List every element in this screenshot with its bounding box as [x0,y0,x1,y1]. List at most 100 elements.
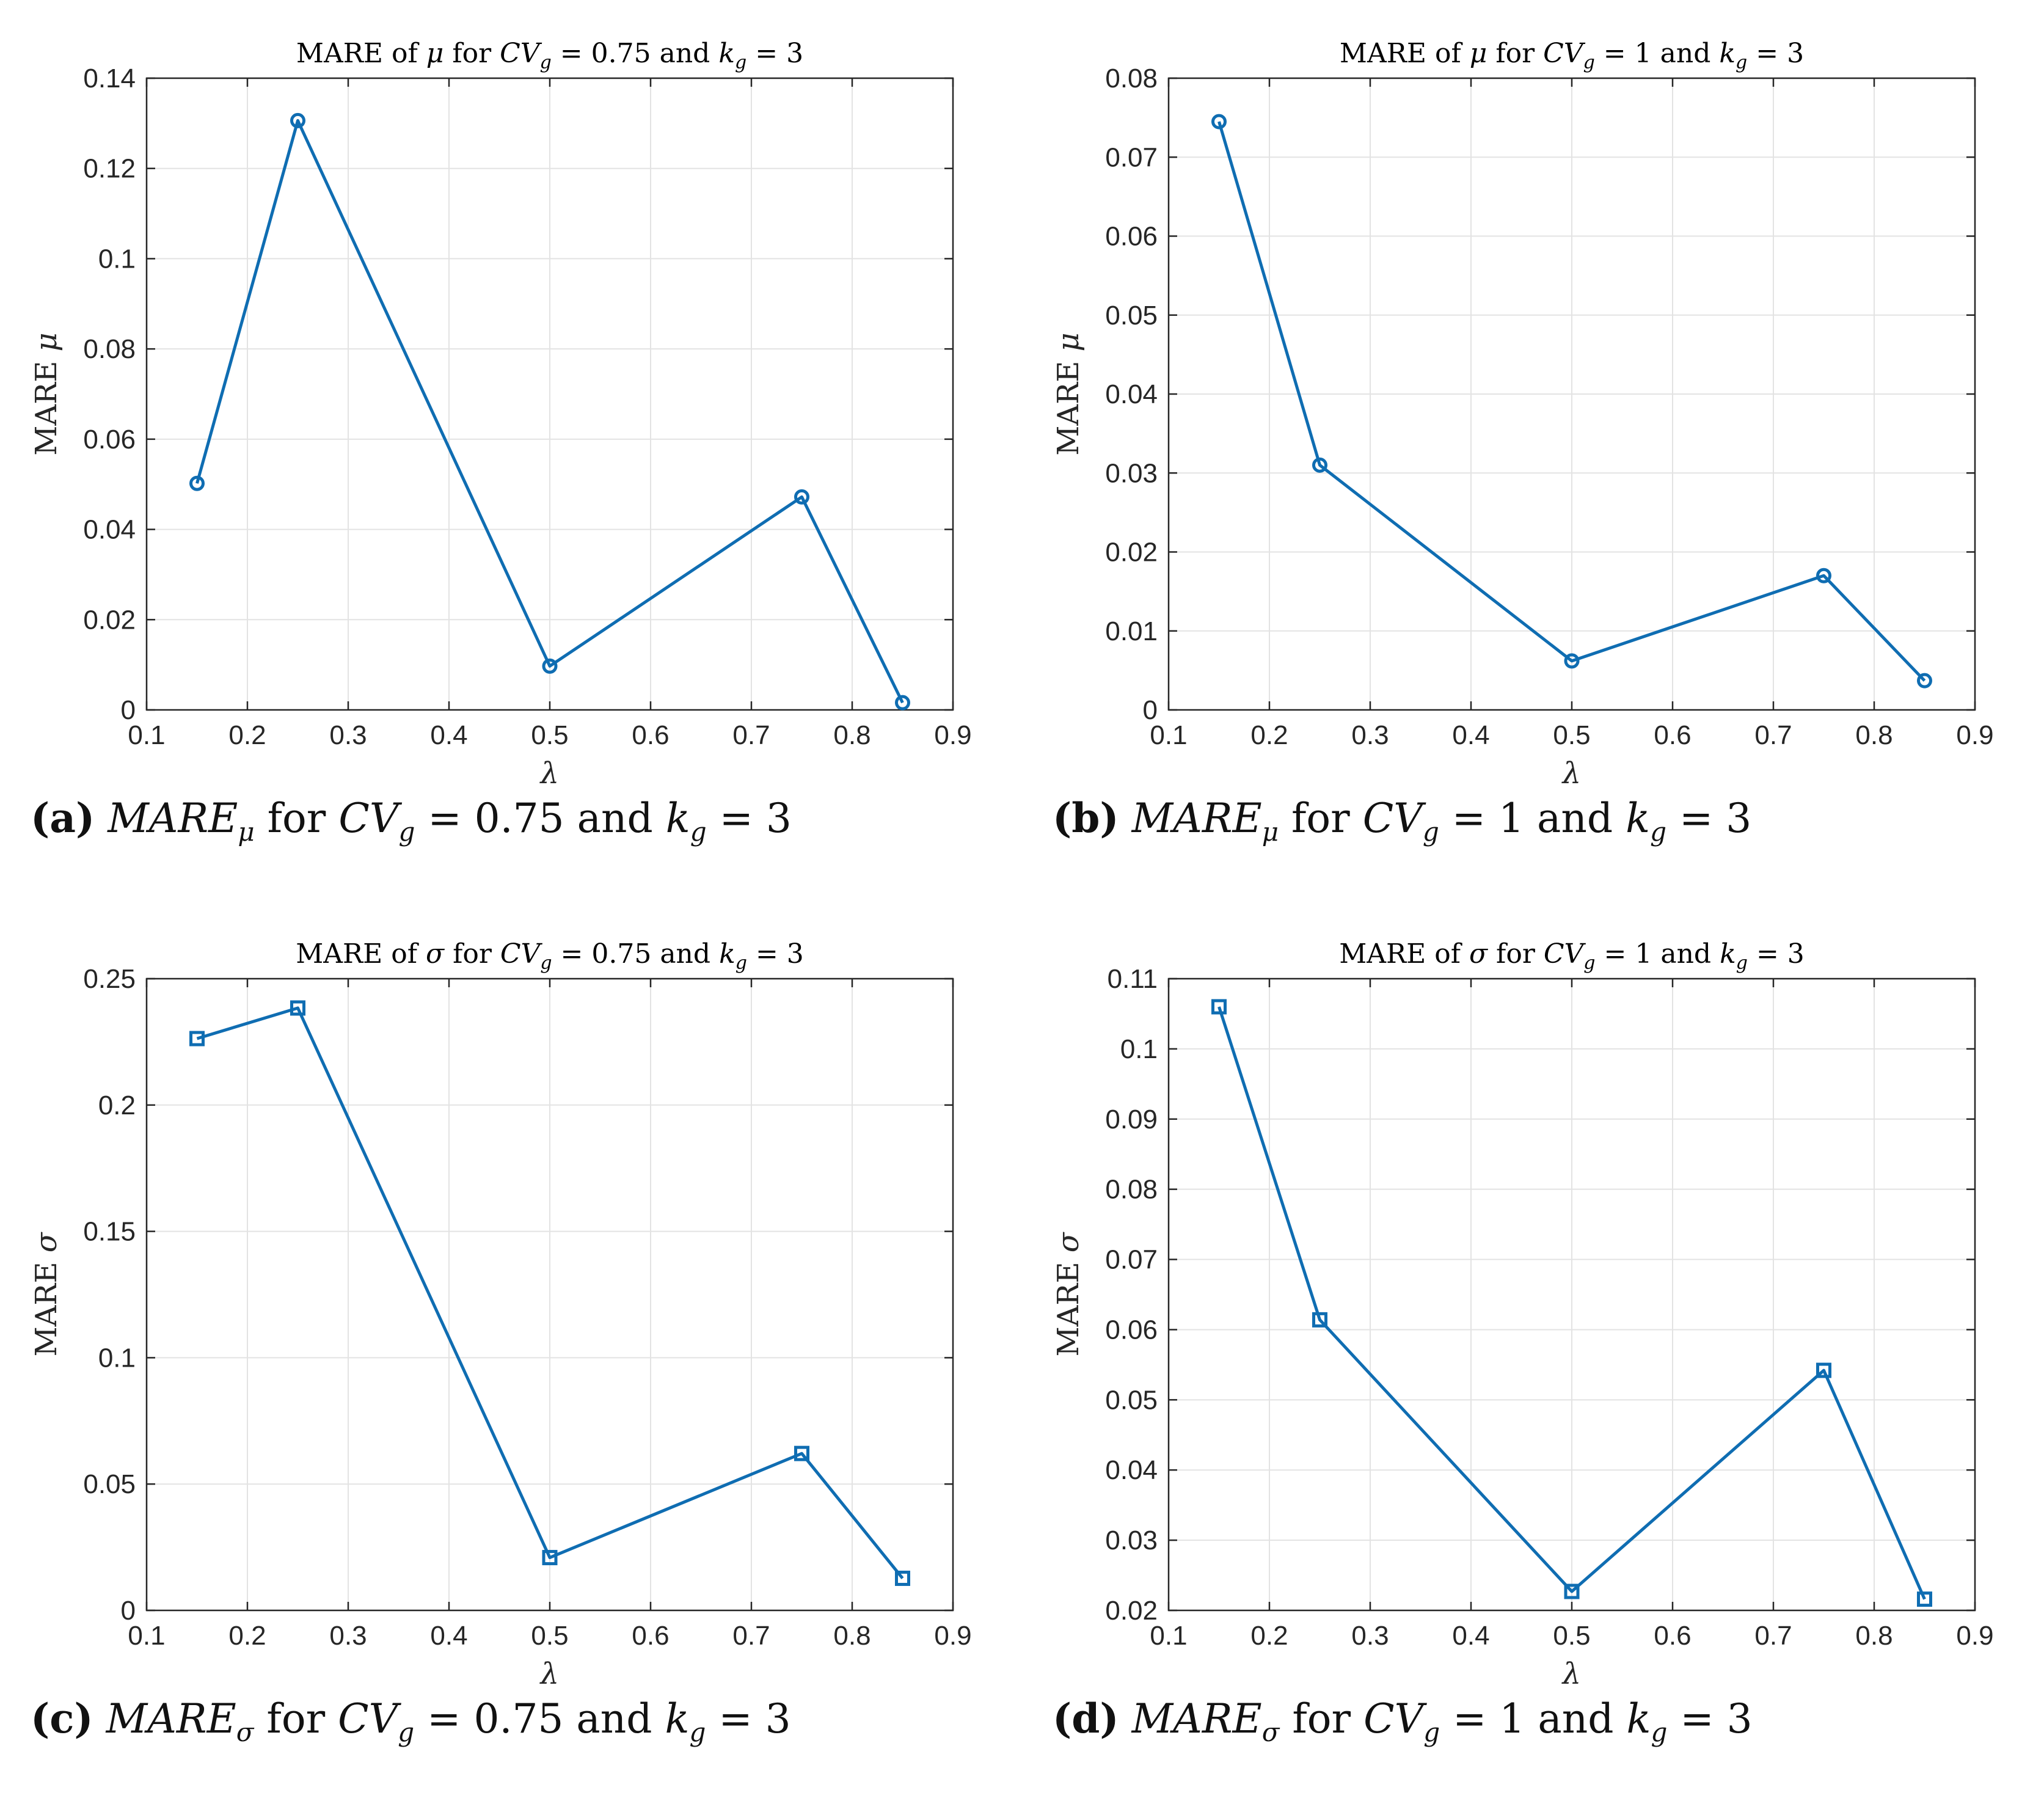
y-axis-label: MARE μ [29,332,64,455]
caption-letter: (d) [1053,1695,1119,1742]
caption-b: (b) MAREμ for CVg = 1 and kg = 3 [1053,794,1752,847]
y-tick-label: 0 [121,695,136,725]
x-tick-label: 0.1 [1150,1621,1187,1651]
caption-cv: CVg [1363,1695,1440,1747]
data-point [1816,1362,1831,1378]
y-tick-label: 0.05 [83,1469,136,1499]
y-tick-label: 0.06 [83,425,136,455]
x-tick-label: 0.4 [430,1621,467,1651]
x-tick-label: 0.4 [1452,720,1489,750]
caption-cv-value: 0.75 [473,1695,564,1742]
y-tick-label: 0.04 [1105,379,1158,409]
y-tick-label: 0.02 [83,605,136,635]
x-tick-label: 0.6 [632,1621,669,1651]
x-axis-label: λ [539,1657,559,1689]
y-tick-label: 0.04 [83,515,136,545]
y-tick-label: 0.09 [1105,1105,1158,1134]
caption-k: kg [665,795,707,847]
data-point [542,658,558,674]
x-tick-label: 0.1 [1150,720,1187,750]
y-axis-label: MARE σ [29,1232,64,1356]
series-line [1217,121,1926,682]
x-tick-label: 0.2 [228,1621,266,1651]
x-tick-label: 0.7 [1754,1621,1792,1651]
y-tick-label: 0.08 [1105,64,1158,93]
x-tick-label: 0.8 [1855,1621,1893,1651]
x-tick-label: 0.4 [1452,1621,1489,1651]
y-tick-label: 0.08 [83,334,136,364]
y-tick-label: 0.2 [98,1090,136,1120]
caption-letter: (c) [31,1695,93,1742]
caption-for: for [1291,795,1350,842]
caption-k-value: 3 [1726,1695,1753,1742]
y-tick-label: 0.04 [1105,1455,1158,1485]
x-tick-label: 0.6 [1654,720,1691,750]
x-tick-label: 0.4 [430,720,467,750]
x-tick-label: 0.9 [1956,720,1993,750]
caption-for: for [266,1695,326,1742]
x-tick-label: 0.5 [531,1621,568,1651]
data-point [189,475,205,491]
x-tick-label: 0.5 [531,720,568,750]
x-tick-label: 0.3 [329,1621,367,1651]
x-tick-label: 0.5 [1553,1621,1590,1651]
data-point [794,489,809,505]
caption-letter: (a) [31,794,95,842]
x-tick-label: 0.3 [1351,1621,1389,1651]
caption-metric: MAREσ [1131,1695,1280,1747]
caption-for: for [1292,1695,1351,1742]
x-tick-label: 0.7 [1754,720,1792,750]
x-tick-label: 0.8 [833,1621,871,1651]
y-tick-label: 0.1 [98,244,136,274]
caption-k: kg [665,1695,706,1747]
caption-c: (c) MAREσ for CVg = 0.75 and kg = 3 [31,1695,791,1747]
y-tick-label: 0.01 [1105,616,1158,646]
caption-cv-value: 1 [1498,795,1525,842]
chart-title: MARE of μ for CVg = 0.75 and kg = 3 [296,38,803,73]
x-tick-label: 0.3 [329,720,367,750]
x-tick-label: 0.6 [1654,1621,1691,1651]
data-point [1917,1591,1932,1607]
series-line [195,119,904,704]
y-tick-label: 0.07 [1105,1245,1158,1275]
data-point [290,112,305,128]
data-point [1917,673,1932,689]
series-line [196,1006,904,1580]
caption-cv-value: 0.75 [474,795,564,842]
panel-d: 0.1 0.2 0.3 0.4 0.5 0.6 0.7 0.8 0.9 0.02 0.03 0.04 0… [1022,900,2044,1801]
chart-d: 0.1 0.2 0.3 0.4 0.5 0.6 0.7 0.8 0.9 0.02 0.03 0.04 0… [1051,938,1994,1689]
data-point [1211,999,1227,1015]
caption-metric: MAREμ [108,795,255,847]
caption-metric: MAREσ [106,1695,254,1747]
panel-a: 0.1 0.2 0.3 0.4 0.5 0.6 0.7 0.8 0.9 0 0.02 0.04 0.06… [0,0,1022,900]
data-point [1564,1584,1580,1599]
x-tick-label: 0.1 [128,1621,165,1651]
chart-a: 0.1 0.2 0.3 0.4 0.5 0.6 0.7 0.8 0.9 0 0.02 0.04 0.06… [29,38,972,788]
y-axis-label: MARE μ [1051,332,1086,455]
caption-k: kg [1626,1695,1668,1747]
data-point [794,1445,809,1461]
x-tick-label: 0.9 [934,720,971,750]
chart-title: MARE of μ for CVg = 1 and kg = 3 [1340,38,1804,73]
data-point [1312,457,1327,473]
data-point [895,1570,910,1586]
y-tick-label: 0.11 [1108,964,1158,994]
panel-b: 0.1 0.2 0.3 0.4 0.5 0.6 0.7 0.8 0.9 0 0.01 0.02 0.03… [1022,0,2044,900]
y-tick-label: 0.06 [1105,1315,1158,1345]
y-axis-label: MARE σ [1051,1232,1086,1356]
y-tick-label: 0.03 [1105,1525,1158,1555]
caption-k-value: 3 [765,795,792,842]
data-point [290,1000,305,1016]
caption-letter: (b) [1053,794,1119,842]
x-tick-label: 0.8 [833,720,871,750]
y-tick-label: 0.07 [1105,142,1158,172]
y-tick-label: 0.15 [83,1217,136,1247]
x-tick-label: 0.2 [228,720,266,750]
caption-cv: CVg [338,1695,415,1747]
y-tick-label: 0 [121,1596,136,1626]
caption-metric: MAREμ [1131,795,1279,847]
caption-k-value: 3 [1726,795,1752,842]
x-axis-label: λ [1561,756,1581,788]
y-tick-label: 0.25 [83,964,136,994]
y-tick-label: 0.1 [98,1343,136,1373]
